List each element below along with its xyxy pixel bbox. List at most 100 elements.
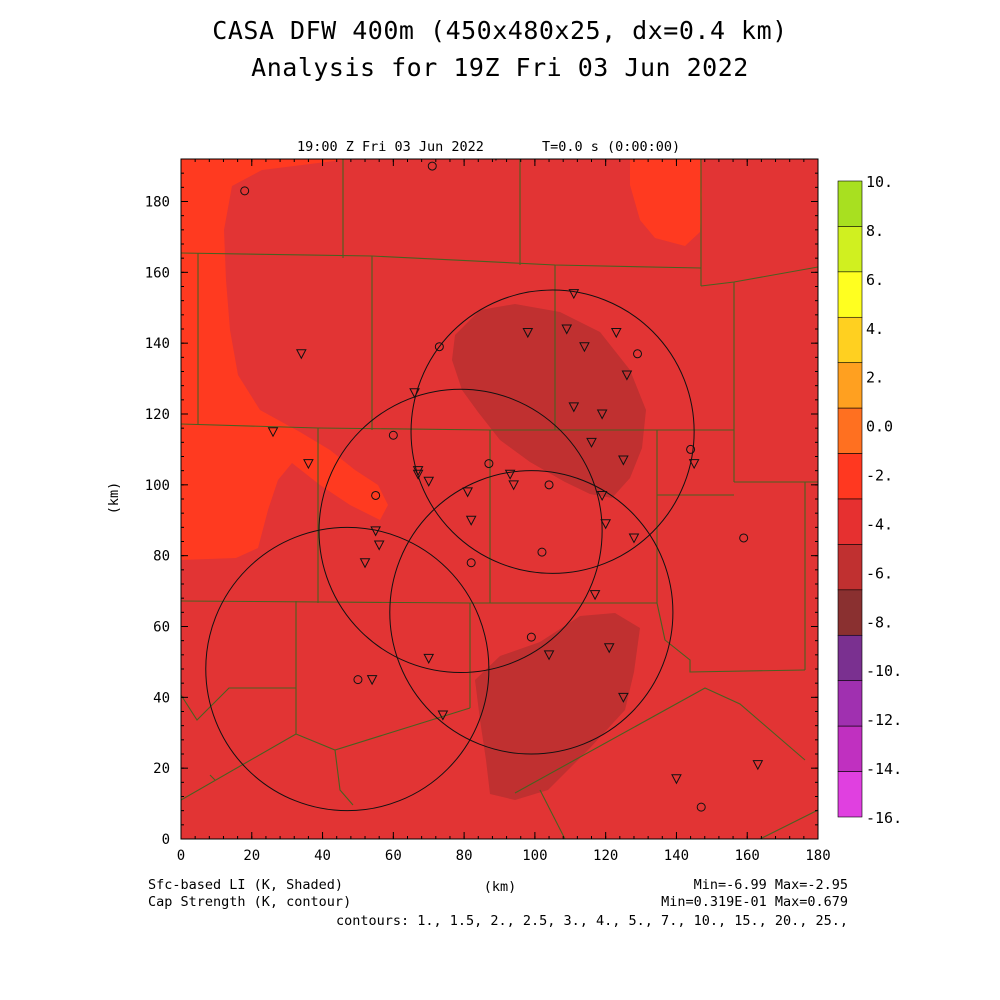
x-tick-label: 0 [177,848,185,864]
station-triangle-marker [412,469,424,480]
station-triangle-marker [412,466,424,477]
colorbar-label: 6. [866,271,884,289]
y-tick-label: 180 [145,195,170,211]
station-triangle-marker [504,469,516,480]
station-triangle-marker [579,342,590,353]
x-tick-label: 80 [456,848,473,864]
colorbar-label: -2. [866,467,893,485]
colorbar-swatch [837,634,863,682]
station-triangle-marker [423,476,435,487]
x-tick-label: 180 [805,848,830,864]
y-tick-label: 80 [153,549,170,565]
colorbar-swatch [837,407,863,454]
station-triangle-marker [589,590,601,601]
station-triangle-marker [752,760,764,771]
station-triangle-marker [295,349,307,360]
colorbar-label: 4. [866,320,884,338]
valid-time: 19:00 Z Fri 03 Jun 2022 [297,139,484,155]
shaded-min-max: Min=-6.99 Max=-2.95 [693,877,848,893]
station-triangle-marker [373,540,385,551]
station-triangle-marker [409,388,420,399]
station-circle-marker [484,459,494,469]
station-triangle-marker [423,653,435,664]
station-circle-marker [537,547,547,557]
colorbar-swatch [837,271,863,318]
station-triangle-marker [568,402,580,413]
station-markers [240,159,764,812]
shaded-variable-label: Sfc-based LI (K, Shaded) [148,877,344,893]
station-triangle-marker [628,533,640,544]
station-circle-marker [739,533,749,543]
station-circle-marker [353,675,363,685]
radar-range-ring [410,289,695,574]
contour-variable-label: Cap Strength (K, contour) [148,894,352,910]
y-tick-label: 100 [145,478,170,494]
colorbar-label: -6. [866,564,893,582]
colorbar-swatch [837,680,863,727]
station-circle-marker [696,802,706,812]
station-circle-marker [466,558,476,568]
colorbar-label: 0.0 [866,418,893,436]
x-tick-label: 100 [522,848,547,864]
colorbar-label: -10. [866,662,902,680]
station-circle-marker [526,632,536,642]
plot-title: CASA DFW 400m (450x480x25, dx=0.4 km) [212,16,788,45]
colorbar-label: -4. [866,515,893,533]
colorbar-swatch [837,544,863,591]
colorbar-swatch [837,316,863,364]
x-tick-label: 40 [314,848,331,864]
cool-region-central [452,304,646,498]
x-tick-label: 20 [243,848,260,864]
y-tick-label: 140 [145,336,170,352]
contour-levels: contours: 1., 1.5, 2., 2.5, 3., 4., 5., … [335,913,848,929]
station-circle-marker [434,342,444,352]
colorbar-label: 2. [866,369,884,387]
station-circle-marker [371,490,381,500]
station-triangle-marker [596,409,608,420]
station-triangle-marker [370,526,381,537]
y-tick-label: 120 [145,407,170,423]
colorbar-swatch [837,589,863,636]
station-triangle-marker [462,487,473,498]
station-triangle-marker [600,519,611,530]
warm-region-northeast [630,159,702,246]
colorbar-swatch [837,226,863,273]
x-tick-label: 120 [593,848,618,864]
y-tick-label: 60 [153,620,170,636]
plot-subtitle: Analysis for 19Z Fri 03 Jun 2022 [251,53,749,82]
station-triangle-marker [596,490,608,502]
station-triangle-marker [437,710,449,721]
station-triangle-marker [366,675,378,686]
station-circle-marker [388,430,398,440]
colorbar-label: -14. [866,760,902,778]
colorbar-swatch [837,453,863,500]
contour-min-max: Min=0.319E-01 Max=0.679 [661,894,848,910]
station-circle-marker [633,349,643,359]
station-triangle-marker [267,427,279,438]
station-triangle-marker [688,459,700,470]
station-triangle-marker [618,692,629,703]
y-tick-label: 20 [153,761,170,777]
colorbar-label: 8. [866,222,884,240]
x-tick-label: 140 [664,848,689,864]
station-triangle-marker [621,370,633,381]
map-area [181,159,818,839]
station-triangle-marker [561,324,573,335]
station-circle-marker [240,186,250,196]
x-tick-label: 160 [735,848,760,864]
station-circle-marker [544,480,554,490]
station-triangle-marker [568,289,580,300]
colorbar: 10. 8. 6. 4. 2. 0.0 -2. -4. -6. -8. -10. -12. -14. -1… [837,173,902,827]
station-triangle-marker [508,480,519,491]
station-triangle-marker [359,558,371,569]
forecast-time: T=0.0 s (0:00:00) [542,139,680,155]
station-circle-marker [686,444,696,454]
station-triangle-marker [465,515,477,526]
station-triangle-marker [603,643,615,654]
y-axis-label: (km) [106,482,122,515]
x-tick-label: 60 [385,848,402,864]
radar-range-ring [318,388,603,674]
station-triangle-marker [586,437,597,448]
station-triangle-marker [303,459,314,470]
